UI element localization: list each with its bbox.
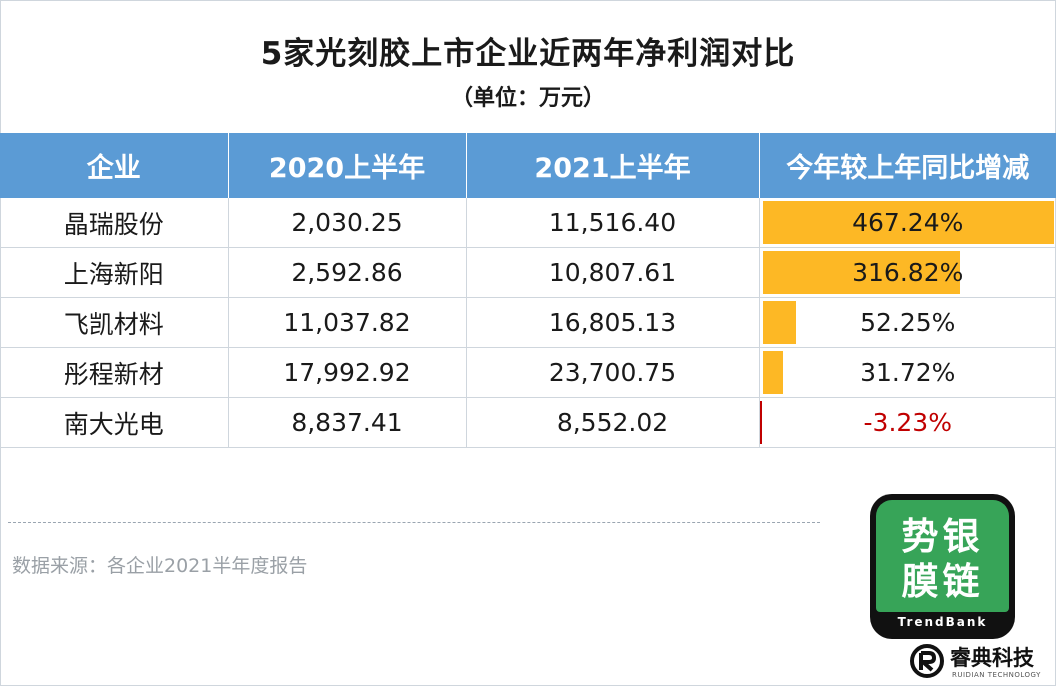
company-cell: 上海新阳 bbox=[0, 247, 229, 298]
change-label: -3.23% bbox=[863, 408, 952, 437]
company-cell: 飞凯材料 bbox=[0, 297, 229, 348]
logo-text-line2: 膜链 bbox=[901, 560, 984, 603]
value-2020-cell: 11,037.82 bbox=[228, 297, 467, 348]
column-header-change: 今年较上年同比增减 bbox=[759, 133, 1056, 198]
table-row: 飞凯材料 11,037.82 16,805.13 52.25% bbox=[0, 297, 1056, 348]
negative-change-marker bbox=[759, 401, 762, 444]
change-label: 467.24% bbox=[852, 208, 964, 237]
change-cell: 316.82% bbox=[759, 247, 1056, 298]
divider-line bbox=[8, 522, 820, 523]
change-cell: -3.23% bbox=[759, 397, 1056, 448]
company-cell: 南大光电 bbox=[0, 397, 229, 448]
logo-english-text: TrendBank bbox=[897, 615, 988, 629]
logo-green-panel bbox=[876, 500, 1009, 612]
change-bar bbox=[762, 301, 796, 344]
value-2021-cell: 8,552.02 bbox=[466, 397, 760, 448]
ruidian-brand: 睿典科技 RUIDIAN TECHNOLOGY bbox=[910, 642, 1052, 682]
table-row: 上海新阳 2,592.86 10,807.61 316.82% bbox=[0, 247, 1056, 298]
value-2020-cell: 2,592.86 bbox=[228, 247, 467, 298]
logo-text-line1: 势银 bbox=[901, 515, 984, 558]
change-cell: 31.72% bbox=[759, 347, 1056, 398]
value-2021-cell: 11,516.40 bbox=[466, 198, 760, 248]
column-header-company: 企业 bbox=[0, 133, 229, 198]
value-2020-cell: 17,992.92 bbox=[228, 347, 467, 398]
value-2020-cell: 2,030.25 bbox=[228, 198, 467, 248]
brand-english-name: RUIDIAN TECHNOLOGY bbox=[952, 671, 1041, 679]
change-cell: 52.25% bbox=[759, 297, 1056, 348]
brand-name: 睿典科技 bbox=[950, 646, 1034, 670]
unit-label: （单位：万元） bbox=[450, 86, 605, 111]
value-2021-cell: 16,805.13 bbox=[466, 297, 760, 348]
ruidian-logo-icon bbox=[910, 644, 944, 678]
value-2021-cell: 23,700.75 bbox=[466, 347, 760, 398]
page-title: 5家光刻胶上市企业近两年净利润对比 bbox=[260, 36, 796, 72]
change-label: 52.25% bbox=[860, 308, 956, 337]
change-cell: 467.24% bbox=[759, 198, 1056, 248]
change-label: 316.82% bbox=[852, 258, 964, 287]
change-bar bbox=[762, 251, 960, 294]
column-header-2020: 2020上半年 bbox=[228, 133, 467, 198]
value-2020-cell: 8,837.41 bbox=[228, 397, 467, 448]
value-2021-cell: 10,807.61 bbox=[466, 247, 760, 298]
company-cell: 晶瑞股份 bbox=[0, 198, 229, 248]
table-row: 彤程新材 17,992.92 23,700.75 31.72% bbox=[0, 347, 1056, 398]
trendbank-logo: 势银 膜链 TrendBank bbox=[870, 494, 1015, 639]
change-bar bbox=[762, 351, 783, 394]
profit-table: 企业 2020上半年 2021上半年 今年较上年同比增减 晶瑞股份 2,030.… bbox=[0, 133, 1056, 448]
change-bar bbox=[762, 201, 1054, 244]
table-header-row: 企业 2020上半年 2021上半年 今年较上年同比增减 bbox=[0, 133, 1056, 198]
table-row: 晶瑞股份 2,030.25 11,516.40 467.24% bbox=[0, 198, 1056, 248]
source-note: 数据来源：各企业2021半年度报告 bbox=[12, 555, 308, 577]
table-row: 南大光电 8,837.41 8,552.02 -3.23% bbox=[0, 397, 1056, 448]
change-label: 31.72% bbox=[860, 358, 956, 387]
company-cell: 彤程新材 bbox=[0, 347, 229, 398]
column-header-2021: 2021上半年 bbox=[466, 133, 760, 198]
